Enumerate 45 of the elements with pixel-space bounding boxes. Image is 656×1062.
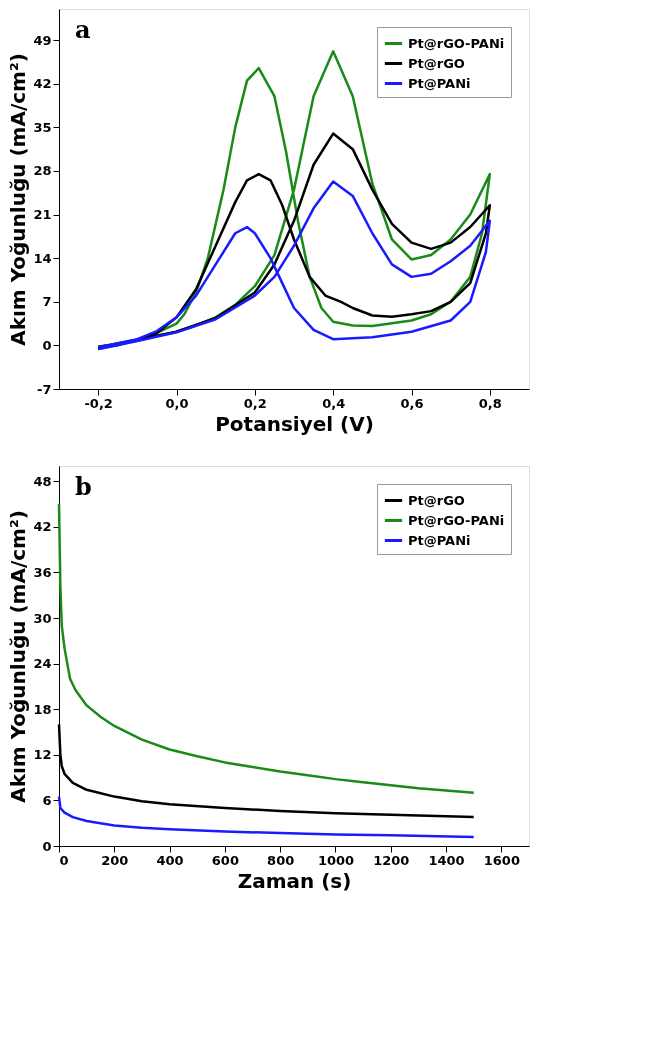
x-tick-label: 400 bbox=[156, 852, 184, 868]
x-tick-label: 0,2 bbox=[243, 395, 267, 411]
y-tick-label: -7 bbox=[37, 381, 52, 397]
y-tick-label: 0 bbox=[42, 337, 52, 353]
y-tick-label: 49 bbox=[33, 32, 52, 48]
x-axis-title: Potansiyel (V) bbox=[215, 411, 374, 436]
y-tick-label: 6 bbox=[42, 792, 52, 808]
y-tick-label: 18 bbox=[33, 701, 52, 717]
y-tick-label: 14 bbox=[33, 250, 52, 266]
y-tick-label: 0 bbox=[42, 838, 52, 854]
y-tick-label: 12 bbox=[33, 747, 52, 763]
y-tick-label: 28 bbox=[33, 163, 52, 179]
annotation: b bbox=[75, 472, 92, 501]
x-tick-label: 0 bbox=[59, 852, 69, 868]
y-tick-label: 24 bbox=[33, 656, 52, 672]
legend-label: Pt@rGO bbox=[408, 55, 465, 71]
x-tick-label: 0,8 bbox=[478, 395, 502, 411]
y-tick-label: 30 bbox=[33, 610, 52, 626]
x-tick-label: 1200 bbox=[373, 852, 410, 868]
y-tick-label: 36 bbox=[33, 564, 52, 580]
x-tick-label: 200 bbox=[101, 852, 129, 868]
y-axis-title: Akım Yoğunluğu (mA/cm²) bbox=[6, 53, 31, 346]
x-tick-label: 1000 bbox=[317, 852, 355, 868]
x-tick-label: 800 bbox=[267, 852, 295, 868]
x-tick-label: 0,4 bbox=[322, 395, 346, 411]
x-tick-label: 1600 bbox=[483, 852, 520, 868]
annotation: a bbox=[75, 15, 91, 44]
legend-label: Pt@rGO-PANi bbox=[408, 512, 505, 528]
x-axis-title: Zaman (s) bbox=[237, 868, 352, 893]
y-tick-label: 35 bbox=[33, 119, 52, 135]
y-tick-label: 42 bbox=[33, 519, 52, 535]
legend-label: Pt@PANi bbox=[408, 75, 471, 91]
x-tick-label: -0,2 bbox=[84, 395, 113, 411]
x-tick-label: 1400 bbox=[428, 852, 465, 868]
y-tick-label: 7 bbox=[42, 294, 52, 310]
legend-label: Pt@rGO-PANi bbox=[408, 35, 505, 51]
legend-label: Pt@PANi bbox=[408, 532, 471, 548]
y-tick-label: 21 bbox=[33, 207, 52, 223]
y-axis-title: Akım Yoğunluğu (mA/cm²) bbox=[6, 510, 31, 803]
x-tick-label: 600 bbox=[211, 852, 239, 868]
y-tick-label: 48 bbox=[33, 473, 52, 489]
x-tick-label: 0,6 bbox=[400, 395, 424, 411]
y-tick-label: 42 bbox=[33, 76, 52, 92]
legend-label: Pt@rGO bbox=[408, 492, 465, 508]
x-tick-label: 0,0 bbox=[165, 395, 189, 411]
